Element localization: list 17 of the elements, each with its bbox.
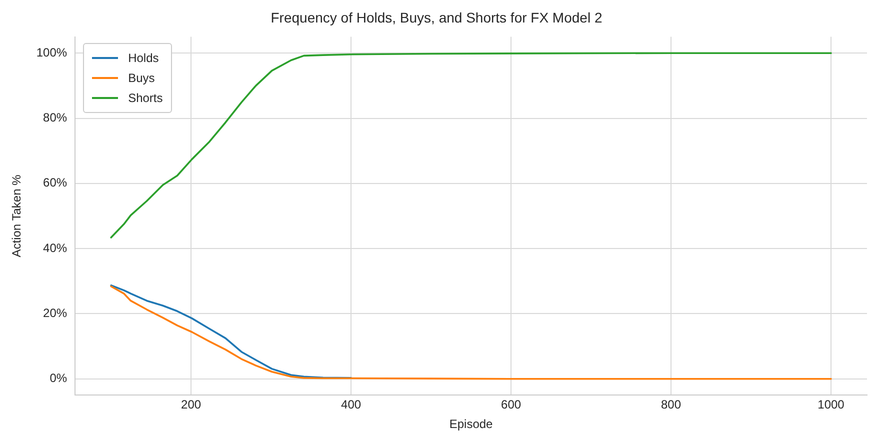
chart-title: Frequency of Holds, Buys, and Shorts for FX Model 2 — [270, 9, 602, 26]
x-axis-title: Episode — [449, 417, 494, 432]
y-tick-label: 20% — [43, 306, 68, 320]
y-tick-label: 40% — [43, 240, 68, 255]
y-axis-title: Action Taken % — [10, 174, 24, 258]
x-tick-label: 800 — [661, 398, 682, 412]
x-tick-label: 200 — [181, 398, 202, 412]
x-tick-label: 400 — [341, 398, 362, 412]
y-tick-label: 60% — [43, 176, 68, 190]
y-tick-label: 80% — [43, 110, 68, 125]
y-tick-label: 100% — [36, 45, 68, 60]
x-tick-label: 1000 — [818, 398, 845, 412]
legend-label: Buys — [128, 70, 155, 85]
legend-label: Shorts — [128, 90, 163, 105]
legend-label: Holds — [128, 50, 159, 65]
y-tick-label: 0% — [50, 371, 68, 386]
x-tick-label: 600 — [501, 398, 522, 412]
